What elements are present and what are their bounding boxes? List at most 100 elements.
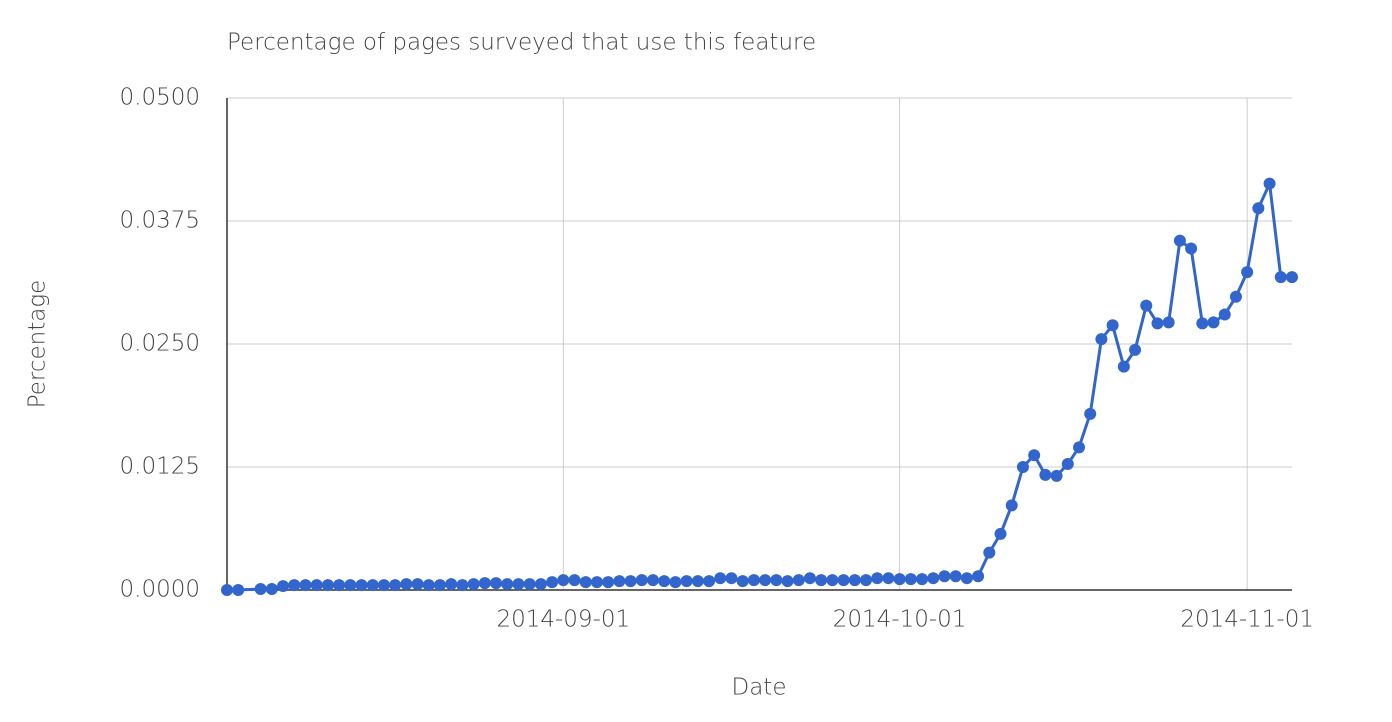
data-point [456,579,469,592]
data-point [568,574,581,587]
data-point [333,579,346,592]
data-point [579,576,592,589]
data-point [1005,499,1018,512]
data-point [972,570,985,583]
data-point [949,570,962,583]
data-point [792,574,805,587]
series-line [227,182,1292,592]
y-tick-label: 0.0375 [120,208,200,234]
y-tick-label: 0.0250 [120,331,200,357]
data-point [647,574,659,587]
data-point [904,573,917,586]
data-point [478,577,491,590]
data-point [1196,317,1209,330]
data-point [871,572,884,585]
data-point [1050,469,1063,482]
data-point [703,575,716,588]
data-point [512,578,525,591]
data-point [1252,202,1265,215]
data-point [770,574,783,587]
data-point [1039,468,1052,481]
data-point [1106,319,1119,332]
data-point [400,578,413,591]
data-point [960,572,973,585]
data-point [467,578,480,591]
data-point [1151,317,1164,330]
data-point [602,576,615,589]
data-point [557,574,570,587]
data-point [803,572,816,585]
data-point [714,572,727,585]
data-point [1140,299,1153,312]
data-point [691,575,704,588]
y-tick-label: 0.0125 [120,454,200,480]
data-point [927,572,940,585]
data-point [445,578,458,591]
data-point [310,579,323,592]
data-point [1229,290,1242,303]
data-point [377,579,390,592]
data-point [422,579,435,592]
data-point [916,573,929,586]
data-point [1129,343,1142,356]
data-point [344,579,357,592]
chart-title: Percentage of pages surveyed that use th… [227,30,816,56]
data-point [736,575,749,588]
data-point [837,574,850,587]
data-point [1286,271,1298,284]
data-point [389,579,402,592]
x-tick-label: 2014-10-01 [833,607,967,633]
data-point [534,578,547,591]
y-tick-label: 0.0500 [120,85,200,111]
data-point [725,572,738,585]
data-point [747,574,760,587]
data-point [254,583,267,596]
data-point [546,576,559,589]
data-point [1061,458,1074,471]
data-point [658,575,671,588]
data-point [994,527,1007,540]
data-point [938,570,951,583]
data-point [848,574,861,587]
data-point [1207,316,1220,329]
data-point [1028,449,1041,462]
y-axis-label: Percentage [25,280,51,409]
y-tick-label: 0.0000 [120,577,200,603]
data-point [882,572,895,585]
data-point [523,578,536,591]
data-point [265,583,278,596]
data-point [759,574,772,587]
data-point [1173,234,1186,247]
data-point [501,578,514,591]
data-point [299,579,312,592]
data-point [1241,266,1254,279]
data-point [1016,461,1029,473]
data-point [635,574,648,587]
data-point [1095,333,1108,346]
data-point [860,574,872,587]
data-point [321,579,334,592]
x-tick-label: 2014-11-01 [1180,607,1314,633]
data-point [590,576,603,589]
data-point [1218,308,1231,321]
data-point [893,573,906,586]
data-point [1185,242,1198,255]
data-point [277,580,290,593]
data-point [232,584,245,596]
data-point [815,574,828,587]
data-point [826,574,839,587]
data-point [669,576,682,589]
data-point [1073,441,1085,454]
x-axis-label: Date [732,675,787,701]
data-point [490,577,503,590]
data-point [613,575,626,588]
data-point [1263,177,1276,190]
data-point [624,575,637,588]
x-tick-label: 2014-09-01 [496,607,630,633]
data-point [1162,316,1175,329]
data-point [781,575,794,588]
data-point [434,579,446,592]
data-point [411,578,424,591]
data-point [355,579,368,592]
